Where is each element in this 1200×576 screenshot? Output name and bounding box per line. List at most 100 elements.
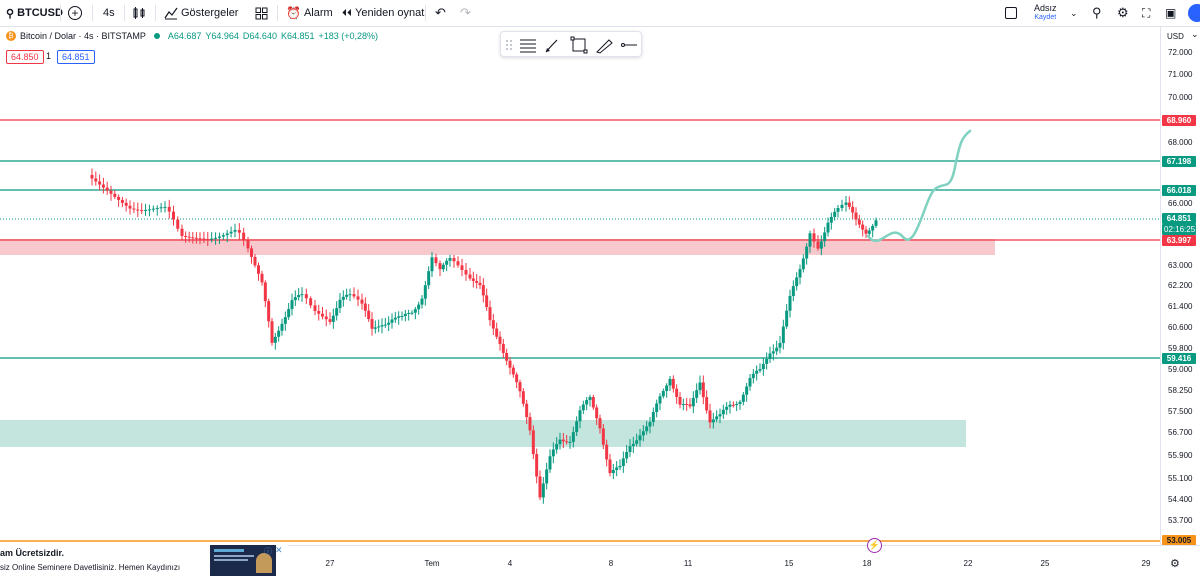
- brush-tool-icon[interactable]: [545, 39, 558, 53]
- buy-button[interactable]: 64.851: [57, 50, 95, 64]
- candle-body: [147, 209, 151, 211]
- candlestick-chart[interactable]: [0, 27, 1160, 545]
- candle-body: [140, 210, 144, 212]
- chevron-down-icon[interactable]: ⌄: [1191, 29, 1199, 39]
- pen-tool-icon[interactable]: [596, 39, 613, 54]
- candle-body: [280, 323, 284, 331]
- candle-body: [159, 207, 163, 209]
- horizontal-line-tool-icon[interactable]: [621, 43, 637, 47]
- countdown-label: 02:16:25: [1162, 224, 1196, 235]
- candle-body: [441, 264, 445, 270]
- ad-close-icon[interactable]: ✕: [275, 545, 283, 555]
- candle-body: [283, 317, 287, 324]
- settings-button[interactable]: ⚙: [1117, 0, 1129, 26]
- legend-low: D64.640: [242, 31, 277, 41]
- layout-checkbox[interactable]: [1005, 0, 1017, 26]
- layout-name[interactable]: Adsız Kaydet: [1034, 0, 1057, 26]
- indicators-label: Göstergeler: [181, 7, 239, 19]
- time-tick: 15: [784, 559, 794, 568]
- price-tick: 71.000: [1168, 70, 1193, 79]
- candle-body: [648, 422, 652, 427]
- candle-body: [485, 295, 489, 308]
- candle-body: [695, 390, 699, 398]
- candle-body: [651, 412, 655, 423]
- event-lightning-icon[interactable]: ⚡: [867, 538, 882, 553]
- candle-body: [675, 388, 679, 397]
- candle-body: [167, 206, 171, 212]
- candle-body: [778, 342, 782, 348]
- symbol-search[interactable]: ⚲ BTCUSD: [6, 0, 63, 26]
- candle-body: [765, 358, 769, 364]
- snapshot-button[interactable]: ▣: [1165, 0, 1176, 26]
- price-tick: 63.000: [1168, 261, 1193, 270]
- candle-body: [565, 441, 569, 443]
- drag-handle-icon[interactable]: [506, 40, 512, 50]
- redo-button[interactable]: ↷: [460, 0, 471, 26]
- layout-menu-button[interactable]: ⌄: [1070, 0, 1078, 26]
- candle-body: [246, 239, 250, 249]
- price-tick: 61.400: [1168, 302, 1193, 311]
- candle-body: [861, 224, 865, 230]
- candle-body: [668, 378, 672, 386]
- price-tick: 59.000: [1168, 365, 1193, 374]
- candle-body: [795, 277, 799, 287]
- chart-pane[interactable]: [0, 27, 1160, 545]
- candle-body: [655, 403, 659, 413]
- candle-body: [202, 238, 206, 240]
- candle-body: [658, 396, 662, 404]
- candle-body: [356, 296, 360, 300]
- candle-body: [498, 336, 502, 344]
- candle-body: [661, 390, 665, 397]
- candle-body: [352, 294, 356, 297]
- candle-body: [768, 353, 772, 359]
- legend-open: A64.687: [167, 31, 202, 41]
- candle-body: [826, 222, 830, 233]
- fullscreen-icon: ⛶: [1142, 5, 1151, 20]
- candle-body: [635, 440, 639, 444]
- price-tick: 70.000: [1168, 93, 1193, 102]
- price-tick: 68.000: [1168, 138, 1193, 147]
- plus-circle-icon: +: [68, 6, 82, 20]
- candle-body: [187, 236, 191, 238]
- candle-body: [525, 403, 529, 418]
- candle-body: [631, 443, 635, 447]
- legend-close: K64.851: [280, 31, 315, 41]
- candle-body: [538, 476, 542, 498]
- undo-button[interactable]: ↶: [435, 0, 446, 26]
- compare-button[interactable]: +: [68, 0, 82, 26]
- chart-type-button[interactable]: [132, 0, 146, 26]
- candle-body: [568, 441, 572, 443]
- ad-banner[interactable]: am Ücretsizdir. siz Online Seminere Dave…: [0, 545, 288, 576]
- candle-body: [495, 328, 499, 337]
- alarm-button[interactable]: ⏰ Alarm: [286, 0, 333, 26]
- candle-body: [387, 322, 391, 325]
- lines-tool-icon[interactable]: [520, 39, 536, 53]
- candle-body: [591, 397, 595, 408]
- candle-body: [705, 397, 709, 411]
- candle-body: [345, 294, 349, 297]
- candle-body: [491, 320, 495, 329]
- sell-button[interactable]: 64.850: [6, 50, 44, 64]
- ad-info-icon[interactable]: ⓘ: [264, 547, 272, 556]
- search-icon: ⚲: [6, 7, 15, 20]
- candle-body: [585, 400, 589, 405]
- candle-body: [548, 456, 552, 470]
- time-axis-settings-icon[interactable]: ⚙: [1170, 558, 1180, 570]
- candle-body: [380, 325, 384, 327]
- publish-button[interactable]: [1188, 0, 1200, 26]
- interval-button[interactable]: 4s: [103, 7, 115, 19]
- time-tick: 18: [862, 559, 872, 568]
- replay-button[interactable]: ⏴⏴ Yeniden oynat: [342, 0, 424, 26]
- price-axis[interactable]: USD ⌄: [1160, 27, 1200, 545]
- time-tick: 8: [608, 559, 614, 568]
- indicators-button[interactable]: Göstergeler: [164, 0, 238, 26]
- candle-body: [250, 248, 253, 257]
- rectangle-tool-icon[interactable]: [570, 36, 588, 54]
- candle-body: [816, 241, 820, 249]
- alarm-label: Alarm: [303, 7, 333, 19]
- quick-search-button[interactable]: ⚲: [1092, 0, 1102, 26]
- candle-body: [621, 458, 625, 467]
- layouts-button[interactable]: [255, 0, 268, 26]
- fullscreen-button[interactable]: ⛶: [1142, 0, 1150, 26]
- candle-body: [221, 235, 225, 237]
